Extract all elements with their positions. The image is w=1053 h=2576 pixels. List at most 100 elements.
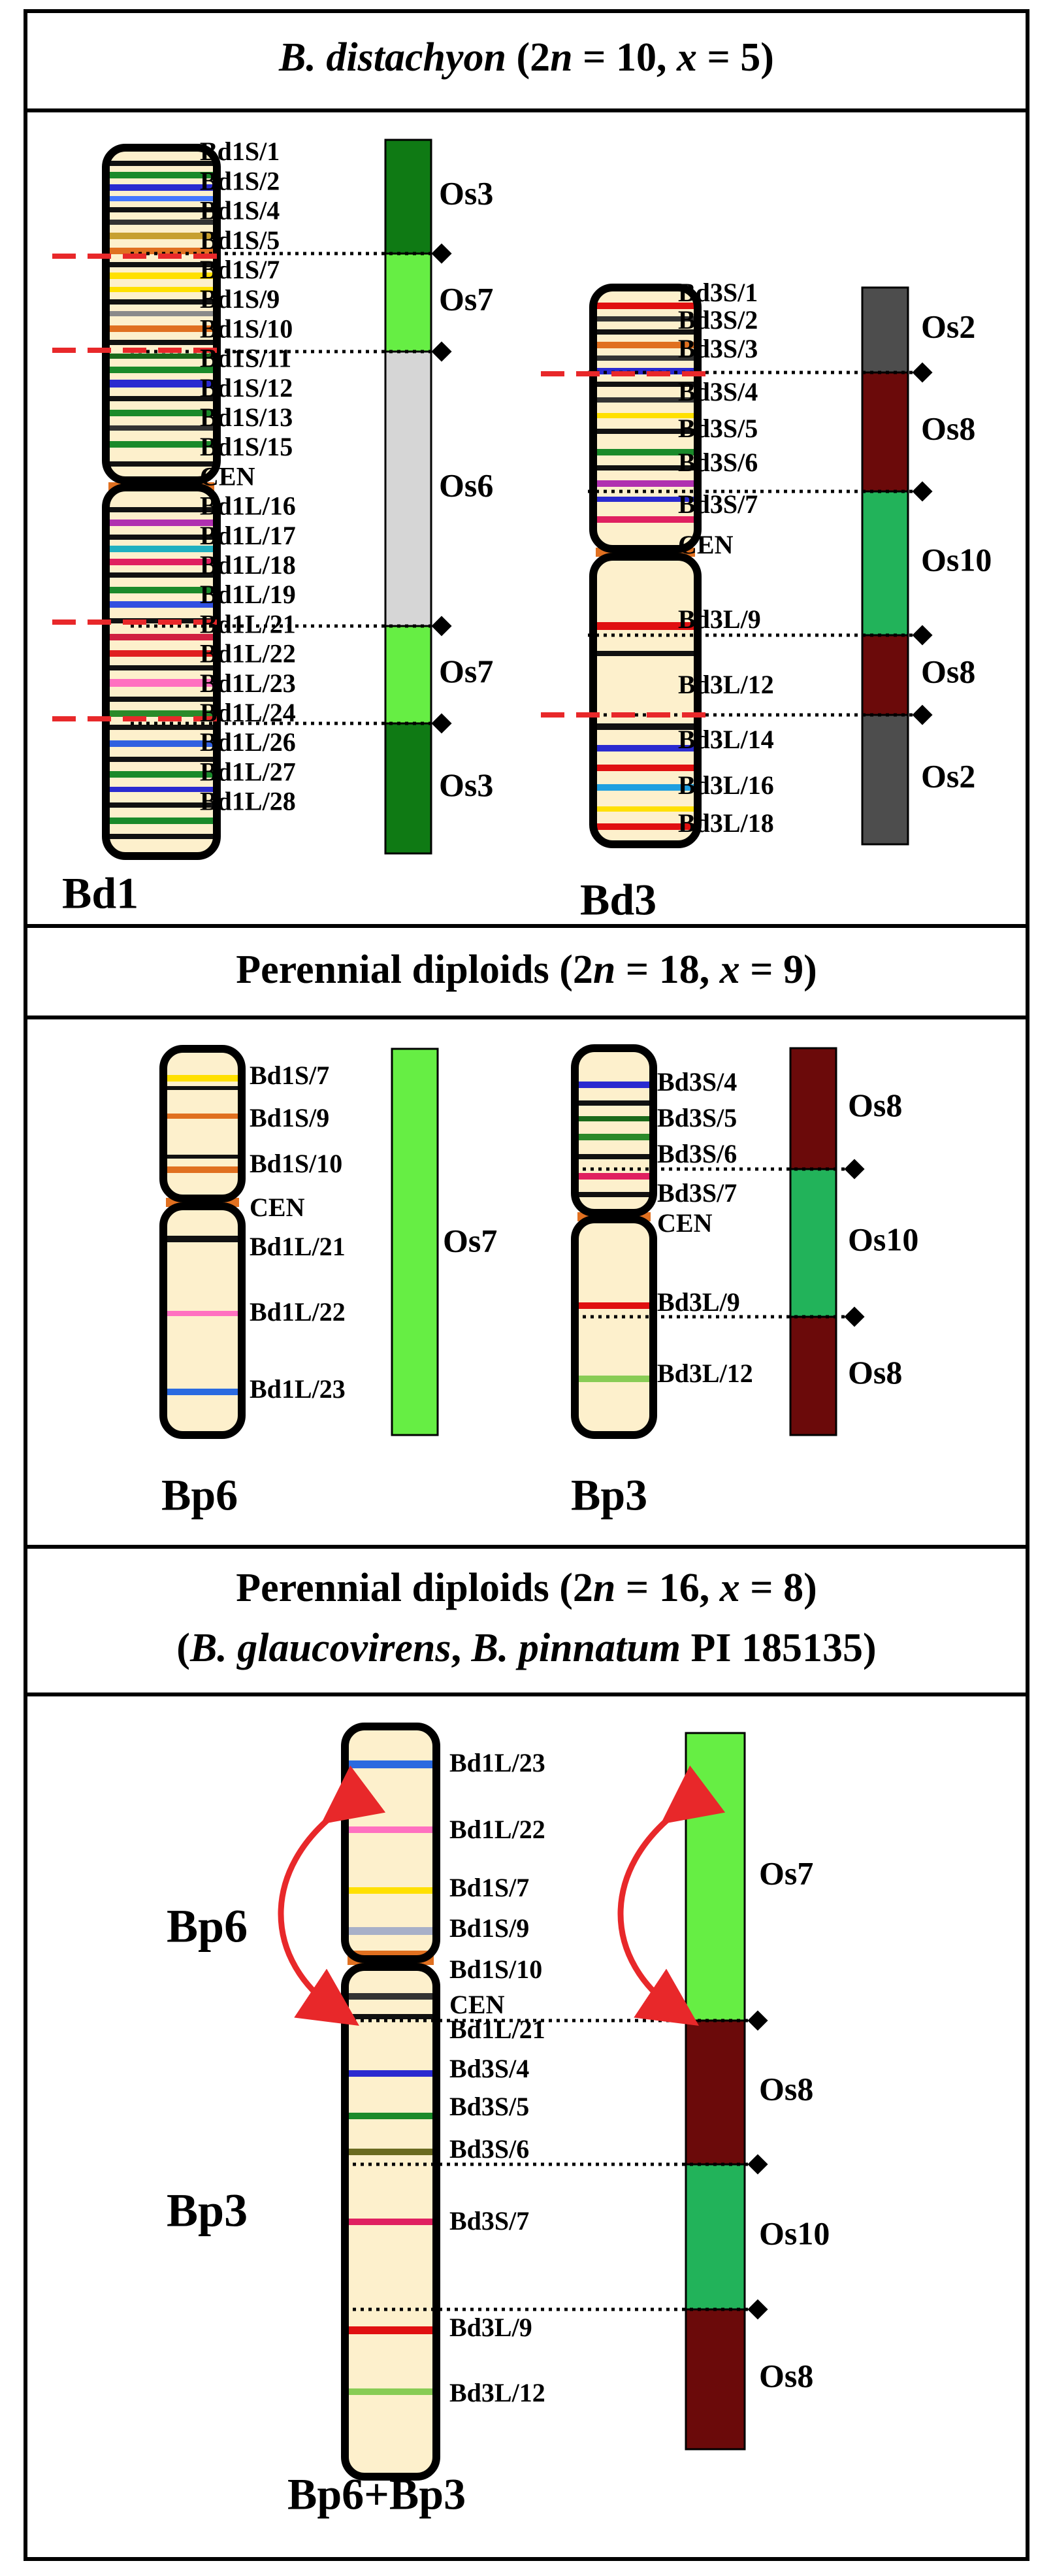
locus-label: Bd3S/7 (678, 489, 758, 519)
chromosome-arm (575, 1048, 653, 1213)
synteny-label: Os8 (759, 2070, 813, 2107)
chromosome-band (596, 429, 695, 434)
locus-label: Bd3S/1 (678, 278, 758, 307)
locus-label: Bd3L/12 (657, 1359, 753, 1388)
chromosome-band (108, 233, 214, 239)
chromosome-band (577, 1100, 651, 1106)
locus-label: Bd1S/10 (200, 314, 293, 343)
separator (24, 1016, 1029, 1019)
chromosome-band (596, 342, 695, 348)
chromosome-arm (163, 1206, 242, 1435)
locus-label: Bd1L/27 (200, 757, 296, 786)
breakpoint-marker (431, 243, 452, 264)
synteny-label: Os7 (759, 1855, 813, 1891)
breakpoint-marker (844, 1159, 865, 1180)
breakpoint-marker (747, 2010, 768, 2031)
locus-label: Bd1L/24 (200, 698, 296, 727)
synteny-label: Os3 (439, 767, 493, 803)
chromosome-band (348, 1760, 434, 1768)
chromosome-band (108, 697, 214, 702)
chromosome-band (108, 740, 214, 747)
synteny-block (391, 1048, 439, 1436)
locus-label: Bd1S/9 (200, 284, 280, 314)
chromosome-band (596, 784, 695, 791)
chromosome-outline (589, 284, 702, 553)
chromosome-band (108, 425, 214, 431)
locus-label: Bd1S/2 (200, 166, 280, 195)
locus-label: Bd1L/26 (200, 727, 296, 757)
chromosome-band (108, 546, 214, 552)
chromosome-band (108, 396, 214, 401)
chromosome-band (348, 2219, 434, 2225)
chromosome-band (108, 520, 214, 526)
chromosome-band (596, 397, 695, 403)
locus-label: Bd1L/22 (250, 1297, 346, 1327)
locus-label: CEN (250, 1193, 305, 1222)
locus-label: Bd1S/15 (200, 432, 293, 461)
chromosome-name-bp3: Bp3 (571, 1470, 647, 1520)
synteny-label: Os3 (439, 174, 493, 211)
chromosome-band (596, 303, 695, 309)
chromosome-band (577, 1302, 651, 1309)
locus-label: Bd3L/12 (449, 2378, 545, 2407)
chromosome-band (166, 1075, 239, 1082)
chromosome-band (348, 2388, 434, 2395)
chromosome-band (108, 757, 214, 762)
locus-label: Bd1S/7 (200, 255, 280, 284)
locus-label: Bd3L/16 (678, 770, 774, 800)
chromosome-band (577, 1154, 651, 1159)
chromosome-name-bd1: Bd1 (62, 868, 138, 918)
inversion-arrow (617, 1765, 726, 2026)
synteny-block (384, 625, 432, 725)
panel3-title-line1: Perennial diploids (2n = 16, x = 8) (236, 1566, 817, 1610)
synteny-label: Os6 (439, 467, 493, 503)
chromosome-band (596, 723, 695, 730)
locus-label: Bd1S/7 (250, 1061, 329, 1090)
breakpoint-marker (747, 2154, 768, 2175)
synteny-block (861, 286, 909, 374)
chromosome-band (108, 771, 214, 778)
chromosome-outline (341, 1963, 440, 2481)
chromosome-band (108, 196, 214, 201)
chromosome-band (108, 834, 214, 839)
locus-label: Bd3L/12 (678, 670, 774, 699)
locus-label: Bd1L/22 (200, 639, 296, 669)
breakpoint-marker (431, 713, 452, 734)
chromosome-band (577, 1173, 651, 1180)
chromosome-bp6bp3 (341, 1723, 440, 2481)
chromosome-band (596, 382, 695, 387)
chromosome-band (108, 184, 214, 191)
chromosome-name-bp6bp3: Bp6+Bp3 (287, 2469, 466, 2519)
breakpoint-marker (747, 2299, 768, 2320)
chromosome-name-bp3: Bp3 (167, 2185, 248, 2237)
chromosome-band (348, 2149, 434, 2155)
chromosome-bp3 (571, 1044, 657, 1439)
chromosome-band (108, 665, 214, 670)
synteny-block (861, 490, 909, 636)
chromosome-outline (102, 144, 221, 484)
panel1-title: B. distachyon (2n = 10, x = 5) (279, 35, 774, 80)
locus-label: Bd1L/22 (449, 1815, 545, 1844)
breakpoint-marker (431, 341, 452, 362)
chromosome-band (166, 1236, 239, 1242)
chromosome-band (577, 1134, 651, 1140)
locus-label: Bd1L/21 (449, 2015, 545, 2044)
locus-label: Bd1L/17 (200, 521, 296, 550)
synteny-block (384, 350, 432, 627)
chromosome-band (577, 1082, 651, 1088)
locus-label: Bd3L/14 (678, 725, 774, 754)
locus-label: Bd1L/23 (449, 1748, 545, 1777)
synteny-label: Os8 (848, 1354, 902, 1391)
chromosome-band (108, 817, 214, 824)
synteny-label: Os2 (921, 308, 975, 344)
chromosome-outline (571, 1215, 657, 1439)
locus-label: Bd1S/7 (449, 1873, 529, 1902)
chromosome-band (348, 2326, 434, 2334)
locus-label: Bd1L/28 (200, 787, 296, 816)
chromosome-band (348, 1993, 434, 2000)
locus-label: Bd3S/5 (678, 414, 758, 443)
separator (24, 108, 1029, 112)
chromosome-band (596, 449, 695, 455)
synteny-block (789, 1047, 837, 1170)
breakpoint-marker (912, 704, 933, 725)
